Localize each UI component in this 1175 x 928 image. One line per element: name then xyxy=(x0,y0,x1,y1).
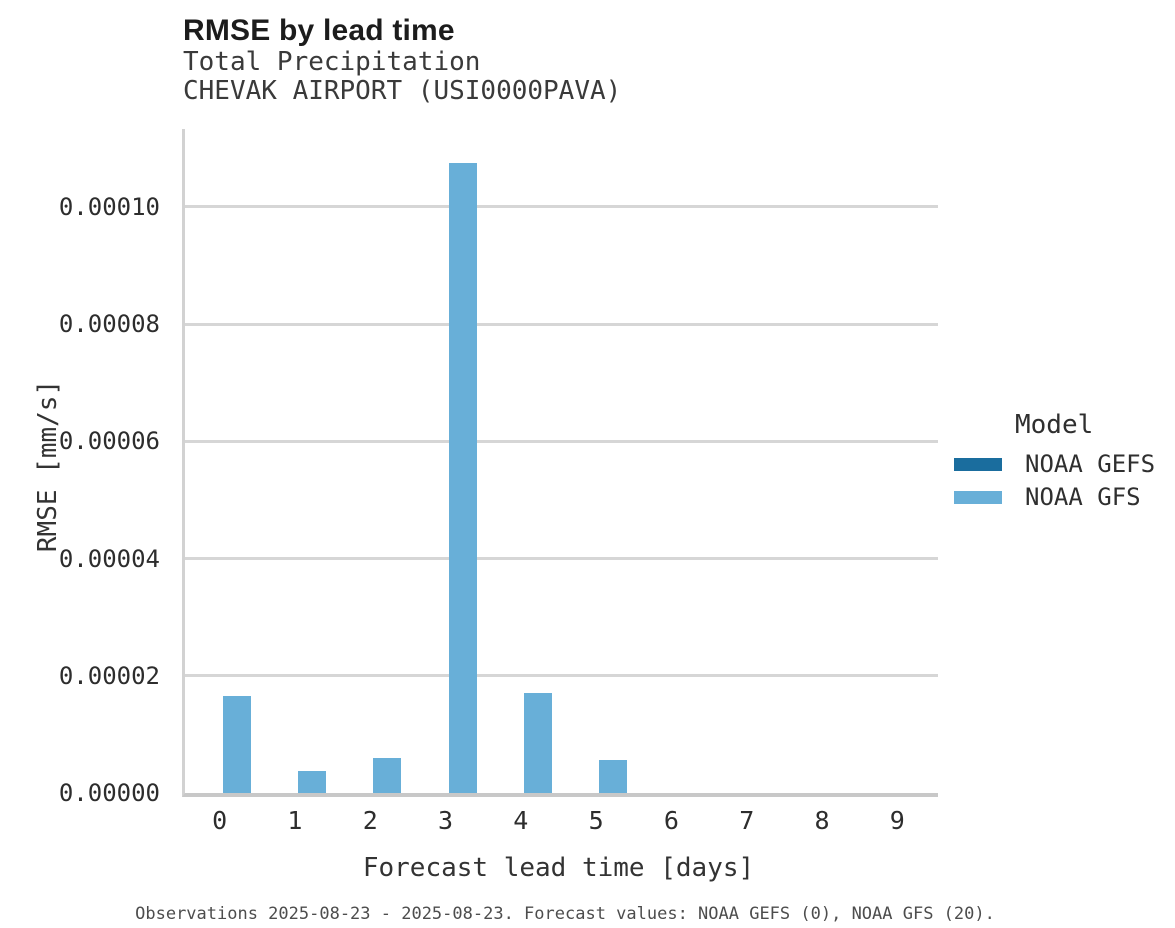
x-tick-label: 4 xyxy=(513,806,529,835)
gridline xyxy=(185,205,938,209)
bar-noaa-gfs-2 xyxy=(373,757,402,793)
legend-entry: NOAA GEFS xyxy=(954,450,1156,478)
legend-entries: NOAA GEFS NOAA GFS xyxy=(954,450,1156,511)
y-tick-label: 0.00002 xyxy=(58,661,160,690)
gridline xyxy=(185,557,938,561)
bar-noaa-gfs-4 xyxy=(523,693,552,793)
y-tick-label: 0.00004 xyxy=(58,544,160,573)
y-axis-label: RMSE [mm/s] xyxy=(33,379,63,553)
legend: Model NOAA GEFS NOAA GFS xyxy=(954,410,1155,518)
bar-noaa-gfs-0 xyxy=(222,696,251,793)
x-tick-label: 9 xyxy=(889,806,905,835)
x-tick-label: 3 xyxy=(438,806,454,835)
legend-label: NOAA GFS xyxy=(1025,483,1141,511)
bar-noaa-gfs-3 xyxy=(448,163,477,793)
plot-area xyxy=(182,129,938,797)
gridline xyxy=(185,322,938,326)
x-tick-label: 1 xyxy=(287,806,303,835)
x-tick-label: 7 xyxy=(739,806,755,835)
chart-subtitle-variable: Total Precipitation xyxy=(183,47,481,77)
chart-header: RMSE by lead time Total Precipitation CH… xyxy=(183,14,621,106)
y-tick-label: 0.00006 xyxy=(58,427,160,456)
legend-swatch-icon xyxy=(954,490,1002,504)
y-tick-label: 0.00010 xyxy=(58,192,160,221)
x-tick-label: 0 xyxy=(212,806,228,835)
bar-noaa-gfs-1 xyxy=(297,770,326,793)
legend-label: NOAA GEFS xyxy=(1025,450,1156,478)
x-tick-label: 2 xyxy=(362,806,378,835)
gridline xyxy=(185,674,938,678)
caption: Observations 2025-08-23 - 2025-08-23. Fo… xyxy=(135,904,995,924)
legend-title: Model xyxy=(1015,410,1094,440)
legend-swatch-icon xyxy=(954,457,1002,471)
bar-noaa-gfs-5 xyxy=(599,759,628,793)
legend-entry: NOAA GFS xyxy=(954,483,1155,511)
x-tick-label: 6 xyxy=(663,806,679,835)
x-tick-label: 5 xyxy=(588,806,604,835)
chart-title: RMSE by lead time xyxy=(183,14,455,47)
gridline xyxy=(185,439,938,443)
x-axis-label: Forecast lead time [days] xyxy=(362,853,755,883)
chart-subtitle-station: CHEVAK AIRPORT (USI0000PAVA) xyxy=(183,76,622,106)
y-tick-label: 0.00008 xyxy=(58,310,160,339)
x-tick-label: 8 xyxy=(814,806,830,835)
y-tick-label: 0.00000 xyxy=(58,779,160,807)
